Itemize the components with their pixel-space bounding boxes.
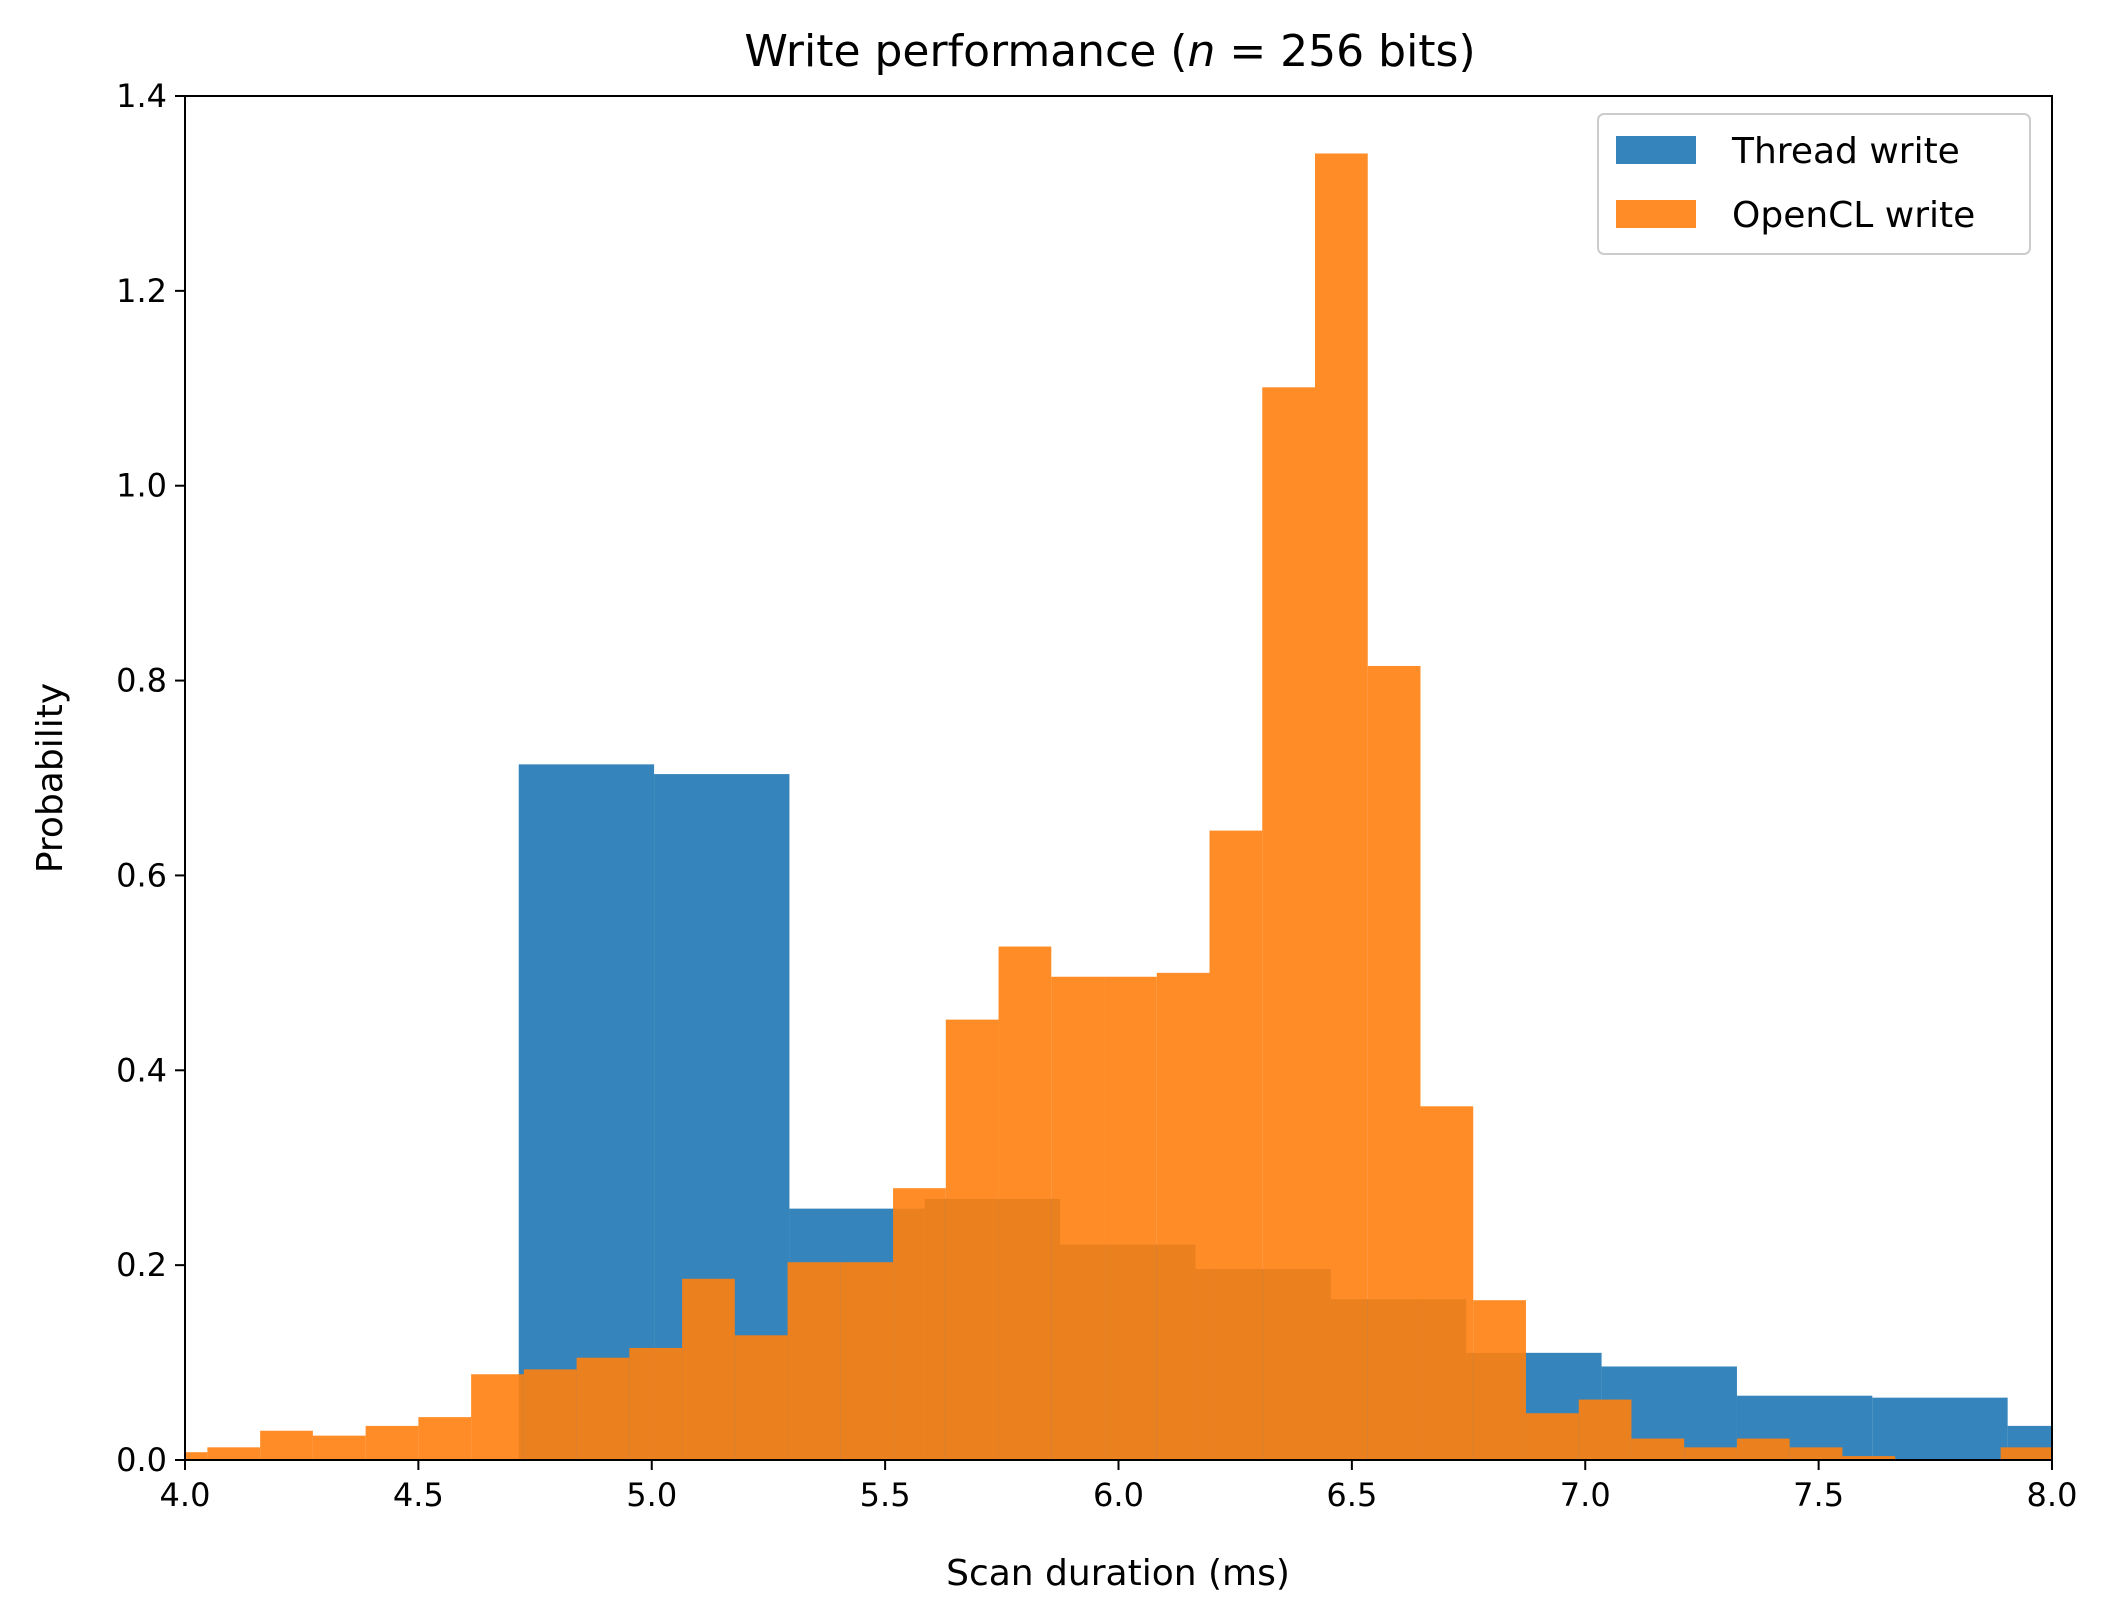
- legend-label-opencl-write: OpenCL write: [1732, 195, 1975, 236]
- bar-opencl-write-32: [1842, 1456, 1896, 1460]
- y-axis-label: Probability: [30, 683, 71, 873]
- bar-opencl-write-7: [523, 1369, 577, 1460]
- histogram-bars: [185, 153, 2052, 1460]
- x-tick-label: 4.0: [160, 1476, 211, 1514]
- x-tick-label: 8.0: [2027, 1476, 2078, 1514]
- bar-opencl-write-9: [629, 1347, 683, 1460]
- bar-opencl-write-5: [418, 1417, 472, 1460]
- bar-opencl-write-30: [1736, 1438, 1790, 1460]
- bar-opencl-write-8: [576, 1357, 630, 1460]
- bar-opencl-write-17: [1051, 976, 1105, 1460]
- bar-opencl-write-19: [1156, 972, 1210, 1460]
- bar-opencl-write-29: [1684, 1447, 1737, 1460]
- y-tick-label: 1.4: [116, 77, 167, 115]
- x-axis-ticks: 4.0 4.5 5.0 5.5 6.0 6.5 7.0 7.5 8.0: [160, 1460, 2078, 1514]
- bar-thread-write-10: [1872, 1397, 2008, 1460]
- bar-opencl-write-14: [893, 1188, 946, 1460]
- bar-opencl-write-1: [207, 1447, 261, 1460]
- x-tick-label: 6.5: [1326, 1476, 1377, 1514]
- bar-opencl-write-35: [2000, 1447, 2052, 1460]
- legend-swatch-opencl-write: [1616, 200, 1696, 228]
- x-tick-label: 5.0: [626, 1476, 677, 1514]
- plot-area: [184, 95, 2053, 1461]
- legend: Thread write OpenCL write: [1597, 113, 2031, 255]
- x-tick-label: 6.0: [1093, 1476, 1144, 1514]
- bar-thread-write-0: [518, 764, 655, 1460]
- bar-opencl-write-0: [185, 1452, 208, 1460]
- x-tick-label: 7.5: [1793, 1476, 1844, 1514]
- bar-opencl-write-21: [1262, 387, 1315, 1460]
- y-axis-ticks: 0.0 0.2 0.4 0.6 0.8 1.0 1.2 1.4: [116, 77, 185, 1479]
- y-tick-label: 0.4: [116, 1051, 167, 1089]
- y-tick-label: 1.2: [116, 272, 167, 310]
- bar-opencl-write-4: [365, 1425, 419, 1460]
- bar-opencl-write-20: [1209, 830, 1263, 1460]
- bar-opencl-write-15: [945, 1019, 999, 1460]
- bar-opencl-write-12: [787, 1262, 841, 1460]
- bar-opencl-write-22: [1315, 153, 1368, 1460]
- bar-opencl-write-2: [260, 1430, 313, 1460]
- x-tick-label: 4.5: [393, 1476, 444, 1514]
- bar-opencl-write-23: [1367, 665, 1421, 1460]
- bar-opencl-write-6: [471, 1374, 524, 1460]
- bar-opencl-write-18: [1104, 976, 1157, 1460]
- bar-opencl-write-3: [312, 1435, 366, 1460]
- bar-opencl-write-11: [734, 1335, 788, 1460]
- bar-opencl-write-27: [1578, 1399, 1632, 1460]
- bar-opencl-write-10: [682, 1278, 735, 1460]
- bar-opencl-write-24: [1420, 1106, 1474, 1460]
- x-axis-label: Scan duration (ms): [946, 1553, 1290, 1594]
- x-tick-label: 7.0: [1560, 1476, 1611, 1514]
- bar-opencl-write-28: [1631, 1438, 1685, 1460]
- legend-label-thread-write: Thread write: [1731, 131, 1960, 172]
- y-tick-label: 0.8: [116, 662, 167, 700]
- bar-opencl-write-16: [998, 946, 1052, 1460]
- bar-opencl-write-13: [840, 1262, 894, 1460]
- bar-opencl-write-31: [1789, 1447, 1843, 1460]
- y-tick-label: 1.0: [116, 467, 167, 505]
- y-tick-label: 0.2: [116, 1246, 167, 1284]
- chart-title: Write performance (n = 256 bits): [744, 26, 1475, 77]
- y-tick-label: 0.0: [116, 1441, 167, 1479]
- bar-opencl-write-26: [1525, 1413, 1579, 1460]
- bar-opencl-write-25: [1473, 1300, 1526, 1460]
- y-tick-label: 0.6: [116, 856, 167, 894]
- legend-box: [1597, 113, 2031, 255]
- legend-swatch-thread-write: [1616, 136, 1696, 164]
- x-tick-label: 5.5: [860, 1476, 911, 1514]
